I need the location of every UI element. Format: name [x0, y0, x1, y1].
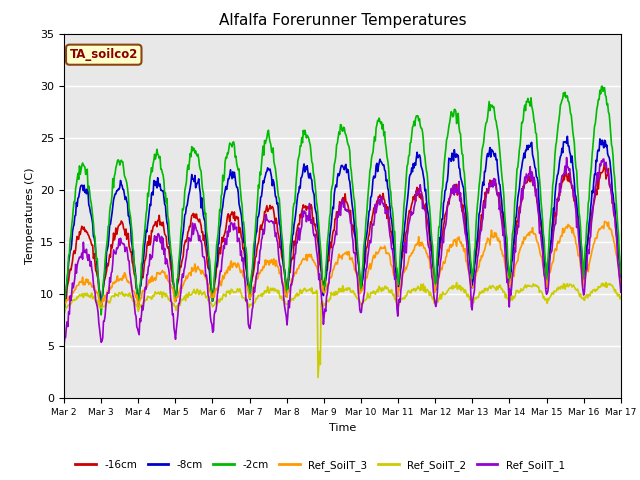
Ref_SoilT_1: [214, 292, 221, 298]
-2cm: [70, 199, 78, 204]
Line: Ref_SoilT_2: Ref_SoilT_2: [64, 283, 621, 378]
Title: Alfalfa Forerunner Temperatures: Alfalfa Forerunner Temperatures: [219, 13, 466, 28]
Ref_SoilT_2: [411, 286, 419, 292]
Ref_SoilT_2: [70, 298, 78, 303]
Ref_SoilT_3: [97, 303, 105, 309]
Y-axis label: Temperatures (C): Temperatures (C): [24, 168, 35, 264]
Line: -16cm: -16cm: [64, 164, 621, 308]
X-axis label: Time: Time: [329, 423, 356, 432]
-2cm: [60, 312, 68, 318]
-2cm: [410, 119, 418, 124]
Ref_SoilT_3: [214, 284, 222, 289]
Ref_SoilT_2: [314, 375, 322, 381]
-16cm: [411, 192, 419, 198]
-16cm: [214, 258, 222, 264]
Ref_SoilT_3: [601, 218, 609, 224]
Ref_SoilT_2: [602, 280, 610, 286]
Ref_SoilT_1: [70, 280, 78, 286]
Ref_SoilT_2: [127, 293, 135, 299]
Ref_SoilT_2: [428, 292, 435, 298]
-8cm: [60, 306, 68, 312]
-2cm: [214, 237, 221, 242]
Ref_SoilT_3: [60, 301, 68, 307]
-8cm: [426, 237, 434, 243]
-16cm: [97, 305, 105, 311]
Ref_SoilT_2: [214, 301, 221, 307]
-2cm: [598, 84, 606, 89]
Line: -8cm: -8cm: [64, 136, 621, 309]
-16cm: [617, 268, 625, 274]
Ref_SoilT_1: [617, 289, 625, 295]
Text: TA_soilco2: TA_soilco2: [70, 48, 138, 61]
Ref_SoilT_1: [410, 204, 418, 210]
Ref_SoilT_3: [128, 288, 136, 294]
-16cm: [428, 248, 435, 253]
-8cm: [214, 257, 221, 263]
Ref_SoilT_1: [563, 155, 570, 160]
Ref_SoilT_2: [184, 295, 192, 300]
-8cm: [410, 165, 418, 171]
-8cm: [617, 279, 625, 285]
-8cm: [70, 222, 78, 228]
Ref_SoilT_2: [60, 310, 68, 315]
Ref_SoilT_3: [428, 264, 435, 270]
Ref_SoilT_2: [617, 294, 625, 300]
-16cm: [128, 259, 136, 265]
-16cm: [60, 296, 68, 302]
-2cm: [127, 223, 135, 229]
Ref_SoilT_3: [70, 288, 78, 294]
-8cm: [564, 133, 572, 139]
Ref_SoilT_3: [185, 271, 193, 276]
Ref_SoilT_1: [184, 247, 192, 252]
-2cm: [184, 162, 192, 168]
Ref_SoilT_1: [426, 256, 434, 262]
Ref_SoilT_1: [127, 282, 135, 288]
Legend: -16cm, -8cm, -2cm, Ref_SoilT_3, Ref_SoilT_2, Ref_SoilT_1: -16cm, -8cm, -2cm, Ref_SoilT_3, Ref_Soil…: [71, 456, 569, 475]
-8cm: [184, 198, 192, 204]
-2cm: [617, 271, 625, 276]
Ref_SoilT_3: [411, 244, 419, 250]
-8cm: [127, 238, 135, 244]
-16cm: [601, 161, 609, 167]
Ref_SoilT_3: [617, 281, 625, 287]
-16cm: [185, 228, 193, 233]
Ref_SoilT_1: [60, 342, 68, 348]
Line: -2cm: -2cm: [64, 86, 621, 315]
Line: Ref_SoilT_1: Ref_SoilT_1: [64, 157, 621, 345]
-2cm: [426, 214, 434, 220]
Line: Ref_SoilT_3: Ref_SoilT_3: [64, 221, 621, 306]
-16cm: [70, 248, 78, 254]
